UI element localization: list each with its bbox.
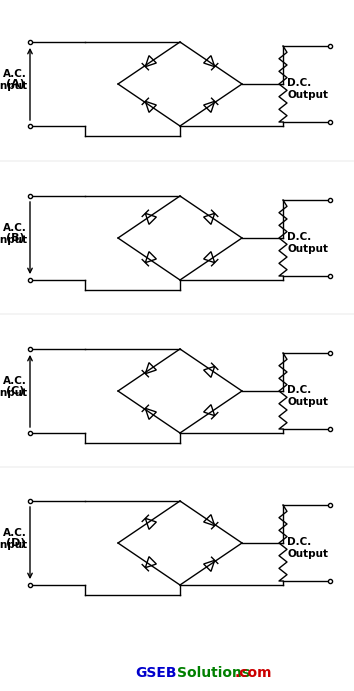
Text: D.C.
Output: D.C. Output <box>287 231 328 254</box>
Text: (A): (A) <box>6 79 25 89</box>
Text: Solutions: Solutions <box>177 666 250 680</box>
Text: (B): (B) <box>6 233 25 243</box>
Text: D.C.
Output: D.C. Output <box>287 78 328 100</box>
Text: D.C.
Output: D.C. Output <box>287 537 328 559</box>
Text: A.C.
Input: A.C. Input <box>0 223 27 245</box>
Text: A.C.
Input: A.C. Input <box>0 376 27 398</box>
Text: A.C.
Input: A.C. Input <box>0 528 27 550</box>
Text: D.C.
Output: D.C. Output <box>287 385 328 407</box>
Text: (C): (C) <box>6 386 24 396</box>
Text: (D): (D) <box>6 538 25 548</box>
Text: .com: .com <box>235 666 273 680</box>
Text: A.C.
Input: A.C. Input <box>0 69 27 91</box>
Text: GSEB: GSEB <box>136 666 177 680</box>
